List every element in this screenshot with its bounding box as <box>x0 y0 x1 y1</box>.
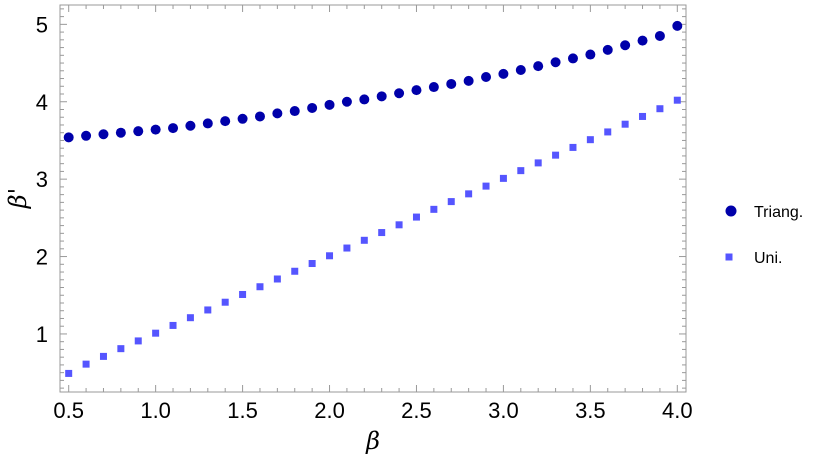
point-uni <box>447 198 455 206</box>
point-uni <box>134 337 142 345</box>
point-uni <box>569 143 577 151</box>
point-uni <box>326 252 334 260</box>
point-triang <box>446 78 457 89</box>
point-uni <box>430 205 438 213</box>
point-uni <box>604 128 612 136</box>
point-uni <box>656 105 664 113</box>
y-axis-title: β' <box>4 188 32 209</box>
point-uni <box>360 236 368 244</box>
x-tick-label: 2.0 <box>314 398 345 423</box>
point-triang <box>394 88 405 99</box>
point-uni <box>482 182 490 190</box>
point-uni <box>465 190 473 198</box>
legend-marker-triang <box>725 205 737 217</box>
point-triang <box>133 126 144 137</box>
point-uni <box>673 96 681 104</box>
point-triang <box>654 30 665 41</box>
point-uni <box>378 229 386 237</box>
y-tick-label: 5 <box>36 12 48 37</box>
point-triang <box>237 113 248 124</box>
data-points <box>63 20 683 377</box>
point-uni <box>395 221 403 229</box>
point-uni <box>586 136 594 144</box>
point-uni <box>65 369 73 377</box>
point-triang <box>115 127 126 138</box>
point-triang <box>533 61 544 72</box>
point-triang <box>98 129 109 140</box>
point-uni <box>621 120 629 128</box>
point-triang <box>376 91 387 102</box>
y-axis: 1 2 3 4 5 <box>36 8 686 389</box>
x-axis-title: β <box>365 427 380 455</box>
point-triang <box>567 53 578 64</box>
point-triang <box>620 40 631 51</box>
legend-marker-uni <box>725 253 733 261</box>
point-triang <box>463 75 474 86</box>
point-uni <box>152 329 160 337</box>
y-tick-label: 4 <box>36 90 48 115</box>
point-uni <box>412 213 420 221</box>
point-triang <box>202 118 213 129</box>
point-uni <box>256 283 264 291</box>
point-triang <box>341 96 352 107</box>
x-tick-label: 2.5 <box>401 398 432 423</box>
point-uni <box>534 159 542 167</box>
point-uni <box>239 290 247 298</box>
point-triang <box>307 102 318 113</box>
point-uni <box>552 151 560 159</box>
point-triang <box>481 71 492 82</box>
x-tick-label: 4.0 <box>662 398 693 423</box>
point-triang <box>428 82 439 93</box>
point-triang <box>359 94 370 105</box>
point-uni <box>117 345 125 353</box>
x-axis: 0.5 1.0 1.5 2.0 2.5 3.0 3.5 4.0 <box>53 5 693 423</box>
point-triang <box>220 116 231 127</box>
point-triang <box>81 130 92 141</box>
point-uni <box>291 267 299 275</box>
point-uni <box>499 174 507 182</box>
plot-frame <box>59 4 687 393</box>
legend: Triang. Uni. <box>725 204 803 267</box>
point-uni <box>343 244 351 252</box>
x-tick-label: 3.0 <box>488 398 519 423</box>
point-uni <box>186 314 194 322</box>
point-uni <box>517 167 525 175</box>
point-triang <box>637 35 648 46</box>
y-tick-label: 2 <box>36 245 48 270</box>
point-triang <box>63 132 74 143</box>
point-triang <box>272 108 283 119</box>
point-triang <box>168 123 179 134</box>
point-triang <box>602 44 613 55</box>
point-triang <box>289 106 300 117</box>
point-uni <box>82 360 90 368</box>
x-tick-label: 1.5 <box>227 398 258 423</box>
legend-label-uni: Uni. <box>754 250 782 267</box>
point-uni <box>308 260 316 268</box>
legend-label-triang: Triang. <box>754 204 803 221</box>
point-uni <box>221 298 229 306</box>
y-tick-label: 3 <box>36 167 48 192</box>
point-triang <box>411 85 422 96</box>
point-triang <box>324 99 335 110</box>
point-triang <box>498 68 509 79</box>
point-uni <box>169 321 177 329</box>
x-tick-label: 1.0 <box>140 398 171 423</box>
y-tick-label: 1 <box>36 322 48 347</box>
point-triang <box>585 49 596 60</box>
point-triang <box>150 124 161 135</box>
point-triang <box>254 111 265 122</box>
point-uni <box>639 112 647 120</box>
point-triang <box>185 120 196 131</box>
point-uni <box>273 275 281 283</box>
point-triang <box>672 20 683 31</box>
point-uni <box>99 352 107 360</box>
point-triang <box>550 57 561 68</box>
point-uni <box>204 306 212 314</box>
x-tick-label: 3.5 <box>575 398 606 423</box>
point-triang <box>515 65 526 76</box>
x-tick-label: 0.5 <box>53 398 84 423</box>
